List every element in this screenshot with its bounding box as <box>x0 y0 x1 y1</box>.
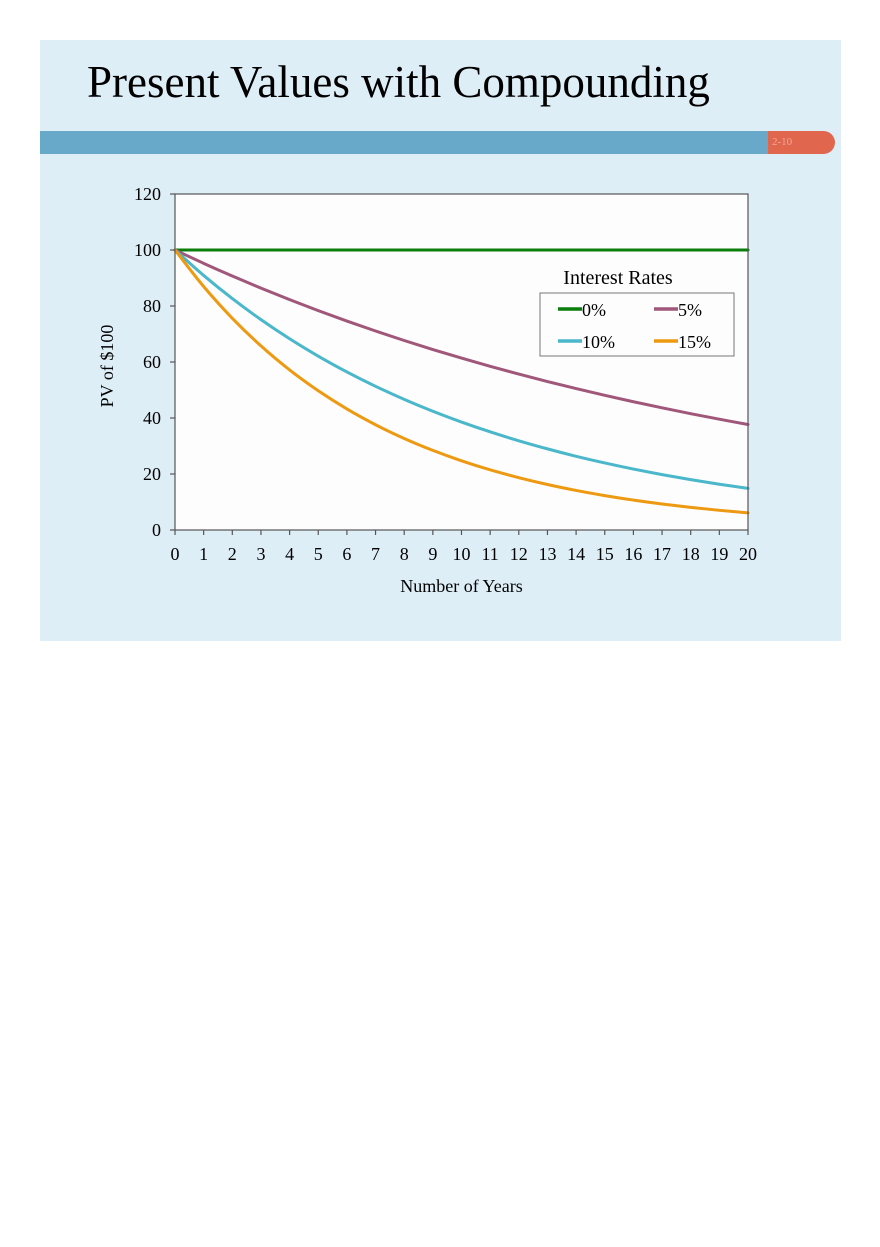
x-tick-label: 12 <box>510 544 528 564</box>
x-tick-label: 5 <box>314 544 323 564</box>
x-tick-label: 11 <box>481 544 498 564</box>
y-tick-label: 60 <box>143 352 161 372</box>
legend-label-0: 0% <box>582 300 606 320</box>
y-tick-label: 40 <box>143 408 161 428</box>
x-tick-label: 15 <box>596 544 614 564</box>
legend-title: Interest Rates <box>563 267 673 289</box>
x-tick-label: 16 <box>624 544 642 564</box>
legend-label-1: 5% <box>678 300 702 320</box>
slide: Present Values with Compounding 2-10 0 20… <box>40 40 841 641</box>
x-tick-label: 10 <box>453 544 471 564</box>
y-tick-label: 100 <box>134 240 161 260</box>
x-tick-label: 14 <box>567 544 585 564</box>
x-tick-label: 18 <box>682 544 700 564</box>
y-tick-label: 20 <box>143 464 161 484</box>
x-tick-label: 8 <box>400 544 409 564</box>
x-tick-label: 0 <box>171 544 180 564</box>
x-axis-title: Number of Years <box>400 576 522 596</box>
legend-items: 0% 5% 10% 15% <box>558 300 711 352</box>
y-tick-label: 80 <box>143 296 161 316</box>
x-tick-label: 2 <box>228 544 237 564</box>
plot-area <box>175 194 748 530</box>
page-number-badge: 2-10 <box>768 131 835 154</box>
series-line-2 <box>173 248 750 490</box>
x-tick-label: 6 <box>342 544 351 564</box>
legend-label-2: 10% <box>582 332 615 352</box>
x-tick-label: 1 <box>199 544 208 564</box>
x-tick-label: 7 <box>371 544 380 564</box>
series-line-3 <box>173 248 750 515</box>
series-line-1 <box>173 248 750 426</box>
x-tick-label: 19 <box>710 544 728 564</box>
x-tick-label: 9 <box>428 544 437 564</box>
x-tick-label: 20 <box>739 544 757 564</box>
x-tick-label: 3 <box>256 544 265 564</box>
title-bar <box>40 131 768 154</box>
y-tick-label: 0 <box>152 520 161 540</box>
legend: Interest Rates 0% 5% 10% 15% <box>539 267 735 357</box>
y-tick-label: 120 <box>134 184 161 204</box>
slide-title: Present Values with Compounding <box>87 57 710 107</box>
series-layer <box>173 248 750 515</box>
legend-label-3: 15% <box>678 332 711 352</box>
y-axis-title: PV of $100 <box>97 325 117 408</box>
x-tick-label: 4 <box>285 544 294 564</box>
x-tick-label: 13 <box>538 544 556 564</box>
legend-box <box>539 292 735 357</box>
x-tick-label: 17 <box>653 544 671 564</box>
